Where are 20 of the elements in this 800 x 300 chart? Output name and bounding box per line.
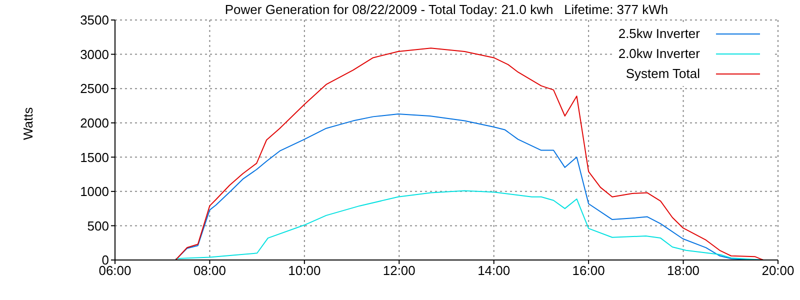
legend-label: System Total xyxy=(626,65,700,83)
x-tick-label: 10:00 xyxy=(288,263,321,278)
y-tick-label: 1000 xyxy=(80,184,109,200)
y-tick-label: 1500 xyxy=(80,150,109,165)
legend-label: 2.0kw Inverter xyxy=(618,45,700,63)
x-tick-label: 12:00 xyxy=(382,263,416,278)
y-tick-label: 3000 xyxy=(80,46,109,62)
y-tick-label: 2000 xyxy=(80,115,109,130)
y-tick-label: 3500 xyxy=(80,12,109,28)
x-tick-label: 20:00 xyxy=(762,263,794,278)
y-tick-label: 2500 xyxy=(80,81,109,96)
line-series xyxy=(175,48,764,260)
x-tick-label: 18:00 xyxy=(667,263,700,278)
x-tick-label: 14:00 xyxy=(478,263,510,278)
x-tick-label: 08:00 xyxy=(193,263,226,278)
x-tick-label: 16:00 xyxy=(572,263,605,278)
legend-label: 2.5kw Inverter xyxy=(618,25,700,43)
y-axis-title: Watts xyxy=(20,106,36,140)
chart-title: Power Generation for 08/22/2009 - Total Today: 21.0 kwh Lifetime: 377 kWh xyxy=(224,1,670,19)
y-tick-label: 500 xyxy=(87,218,109,234)
